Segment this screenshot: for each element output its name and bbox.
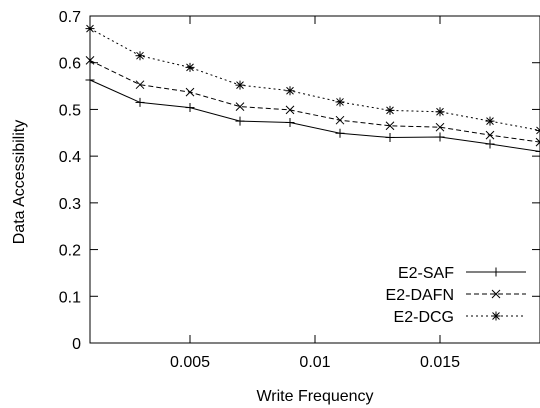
series-e2-saf (85, 75, 540, 156)
series-e2-dafn (85, 56, 540, 147)
data-point-asterisk-marker (491, 311, 501, 321)
data-point-cross-marker (385, 121, 395, 131)
data-point-asterisk-marker (385, 105, 395, 115)
y-tick-label: 0 (72, 336, 81, 353)
data-point-cross-marker (135, 80, 145, 90)
data-point-plus-marker (435, 132, 445, 142)
axis-ticks: 0 0.1 0.2 0.3 0.4 0.5 0.6 0.7 0.005 0.01 0.015 (59, 9, 540, 371)
data-point-asterisk-marker (85, 24, 95, 34)
x-axis-label: Write Frequency (256, 388, 373, 405)
plot-area-border (89, 15, 540, 344)
y-tick-label: 0.7 (59, 9, 81, 26)
data-series (85, 24, 540, 156)
legend-label: E2-SAF (398, 265, 454, 282)
data-point-cross-marker (235, 102, 245, 111)
y-tick-label: 0.1 (59, 289, 81, 306)
legend-label: E2-DCG (394, 309, 454, 326)
data-point-cross-marker (285, 105, 295, 115)
data-point-plus-marker (385, 132, 395, 142)
series-line (89, 59, 540, 143)
legend-entry: E2-SAF (398, 265, 526, 282)
data-point-asterisk-marker (485, 116, 495, 126)
data-point-cross-marker (485, 130, 495, 140)
x-tick-label: 0.005 (170, 354, 210, 371)
data-point-plus-marker (491, 267, 501, 277)
data-point-asterisk-marker (135, 51, 145, 61)
legend-label: E2-DAFN (386, 287, 454, 304)
data-point-asterisk-marker (235, 80, 245, 90)
series-e2-dcg (85, 24, 540, 135)
plot-frame (89, 15, 540, 344)
data-point-plus-marker (85, 75, 95, 85)
legend-entry: E2-DCG (394, 309, 526, 326)
data-point-asterisk-marker (535, 125, 540, 135)
data-point-cross-marker (85, 56, 95, 65)
legend: E2-SAF E2-DAFN E2-DCG (386, 265, 526, 326)
data-point-plus-marker (135, 97, 145, 107)
data-point-cross-marker (491, 289, 501, 299)
data-point-cross-marker (435, 122, 445, 132)
data-point-cross-marker (185, 87, 195, 97)
data-point-asterisk-marker (185, 62, 195, 72)
data-point-cross-marker (535, 137, 540, 147)
series-line (89, 79, 540, 152)
legend-entry: E2-DAFN (386, 287, 526, 304)
data-point-plus-marker (235, 116, 245, 126)
y-tick-label: 0.3 (59, 196, 81, 213)
data-point-asterisk-marker (435, 107, 445, 117)
data-point-asterisk-marker (335, 97, 345, 107)
y-axis-label: Data Accessibility (11, 120, 28, 245)
y-tick-label: 0.2 (59, 243, 81, 260)
data-point-asterisk-marker (285, 86, 295, 96)
x-tick-label: 0.01 (299, 354, 330, 371)
data-point-plus-marker (535, 146, 540, 156)
data-point-plus-marker (335, 128, 345, 138)
y-tick-label: 0.6 (59, 56, 81, 73)
data-point-plus-marker (185, 103, 195, 113)
data-point-plus-marker (285, 118, 295, 128)
y-tick-label: 0.4 (59, 149, 81, 166)
data-point-plus-marker (485, 139, 495, 149)
y-tick-label: 0.5 (59, 102, 81, 119)
x-tick-label: 0.015 (420, 354, 460, 371)
data-point-cross-marker (335, 115, 345, 125)
